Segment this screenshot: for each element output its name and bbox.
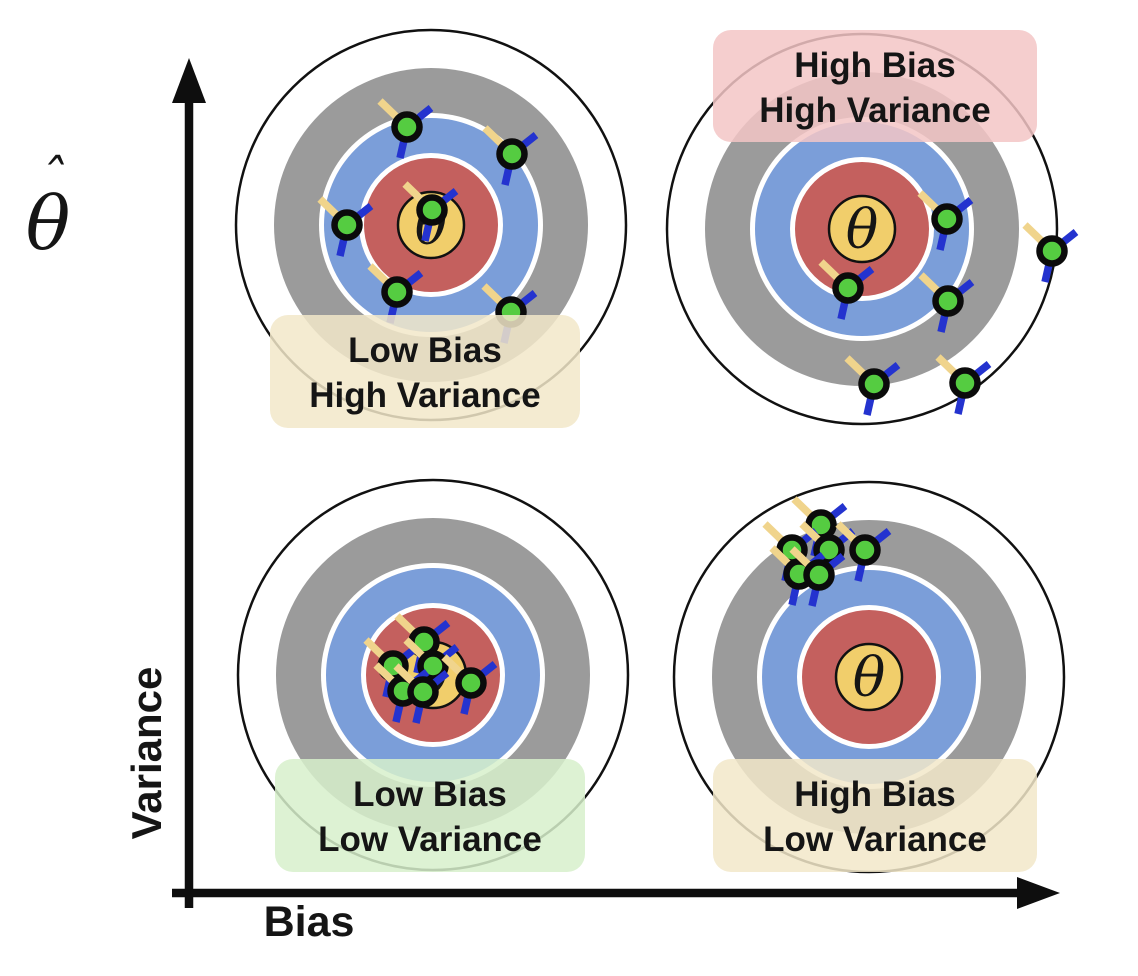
dart-hit-point: [1036, 235, 1068, 267]
label-box-high-bias-low-variance: [713, 759, 1037, 872]
target-high-bias-low-variance: θ High Bias Low Variance: [672, 480, 1066, 874]
label-box-low-bias-low-variance: [275, 759, 585, 872]
dart-marker: [482, 125, 539, 186]
dart-marker: [818, 259, 875, 320]
bullseye: [834, 642, 904, 712]
label-box-low-bias-high-variance: [270, 315, 580, 428]
dart-marker: [835, 521, 892, 582]
dart-hit-point: [949, 367, 981, 399]
dart-marker: [918, 272, 975, 333]
dart-marker: [367, 263, 424, 324]
estimator-hat-accent: ˆ: [39, 150, 65, 210]
dart-hit-point: [849, 534, 881, 566]
label-high-bias-high-variance-line2: High Variance: [759, 91, 990, 130]
dart-hit-point: [931, 203, 963, 235]
dart-hit-point: [932, 285, 964, 317]
dart-hit-point: [496, 138, 528, 170]
dart-marker: [441, 654, 498, 715]
dart-marker: [377, 98, 434, 159]
label-high-bias-low-variance-line1: High Bias: [794, 775, 955, 814]
dart-hit-point: [331, 209, 363, 241]
label-high-bias-high-variance-line1: High Bias: [794, 46, 955, 85]
dart-hit-point: [416, 194, 448, 226]
x-axis-label: Bias: [264, 898, 355, 946]
label-low-bias-high-variance-line1: Low Bias: [348, 331, 502, 370]
dart-marker: [935, 354, 992, 415]
dart-hit-point: [803, 559, 835, 591]
dart-marker: [1022, 222, 1079, 283]
estimator-symbol-theta-hat: θˆ: [26, 150, 71, 267]
dart-marker: [402, 181, 459, 242]
dart-hit-point: [832, 272, 864, 304]
target-high-bias-high-variance: θ High Bias High Variance: [665, 30, 1079, 426]
estimator-theta: θ: [26, 181, 71, 267]
true-parameter-symbol: θ: [846, 198, 879, 261]
dart-hit-point: [407, 676, 439, 708]
x-axis-arrowhead-icon: [1017, 877, 1060, 909]
dart-marker: [789, 546, 846, 607]
label-low-bias-low-variance-line2: Low Variance: [318, 820, 542, 859]
label-low-bias-high-variance-line2: High Variance: [309, 376, 540, 415]
y-axis-label: Variance: [123, 667, 170, 840]
y-axis-arrowhead-icon: [172, 58, 206, 103]
dart-marker: [317, 196, 374, 257]
dart-marker: [917, 190, 974, 251]
true-parameter-symbol: θ: [853, 646, 886, 709]
axes: [172, 58, 1060, 909]
dart-hit-point: [391, 111, 423, 143]
bullseye: [827, 194, 897, 264]
label-low-bias-low-variance-line1: Low Bias: [353, 775, 507, 814]
dart-marker: [393, 663, 450, 724]
dart-hit-point: [381, 276, 413, 308]
label-box-high-bias-high-variance: [713, 30, 1037, 142]
dart-hit-point: [858, 368, 890, 400]
dart-marker: [844, 355, 901, 416]
label-high-bias-low-variance-line2: Low Variance: [763, 820, 987, 859]
dart-hit-point: [455, 667, 487, 699]
